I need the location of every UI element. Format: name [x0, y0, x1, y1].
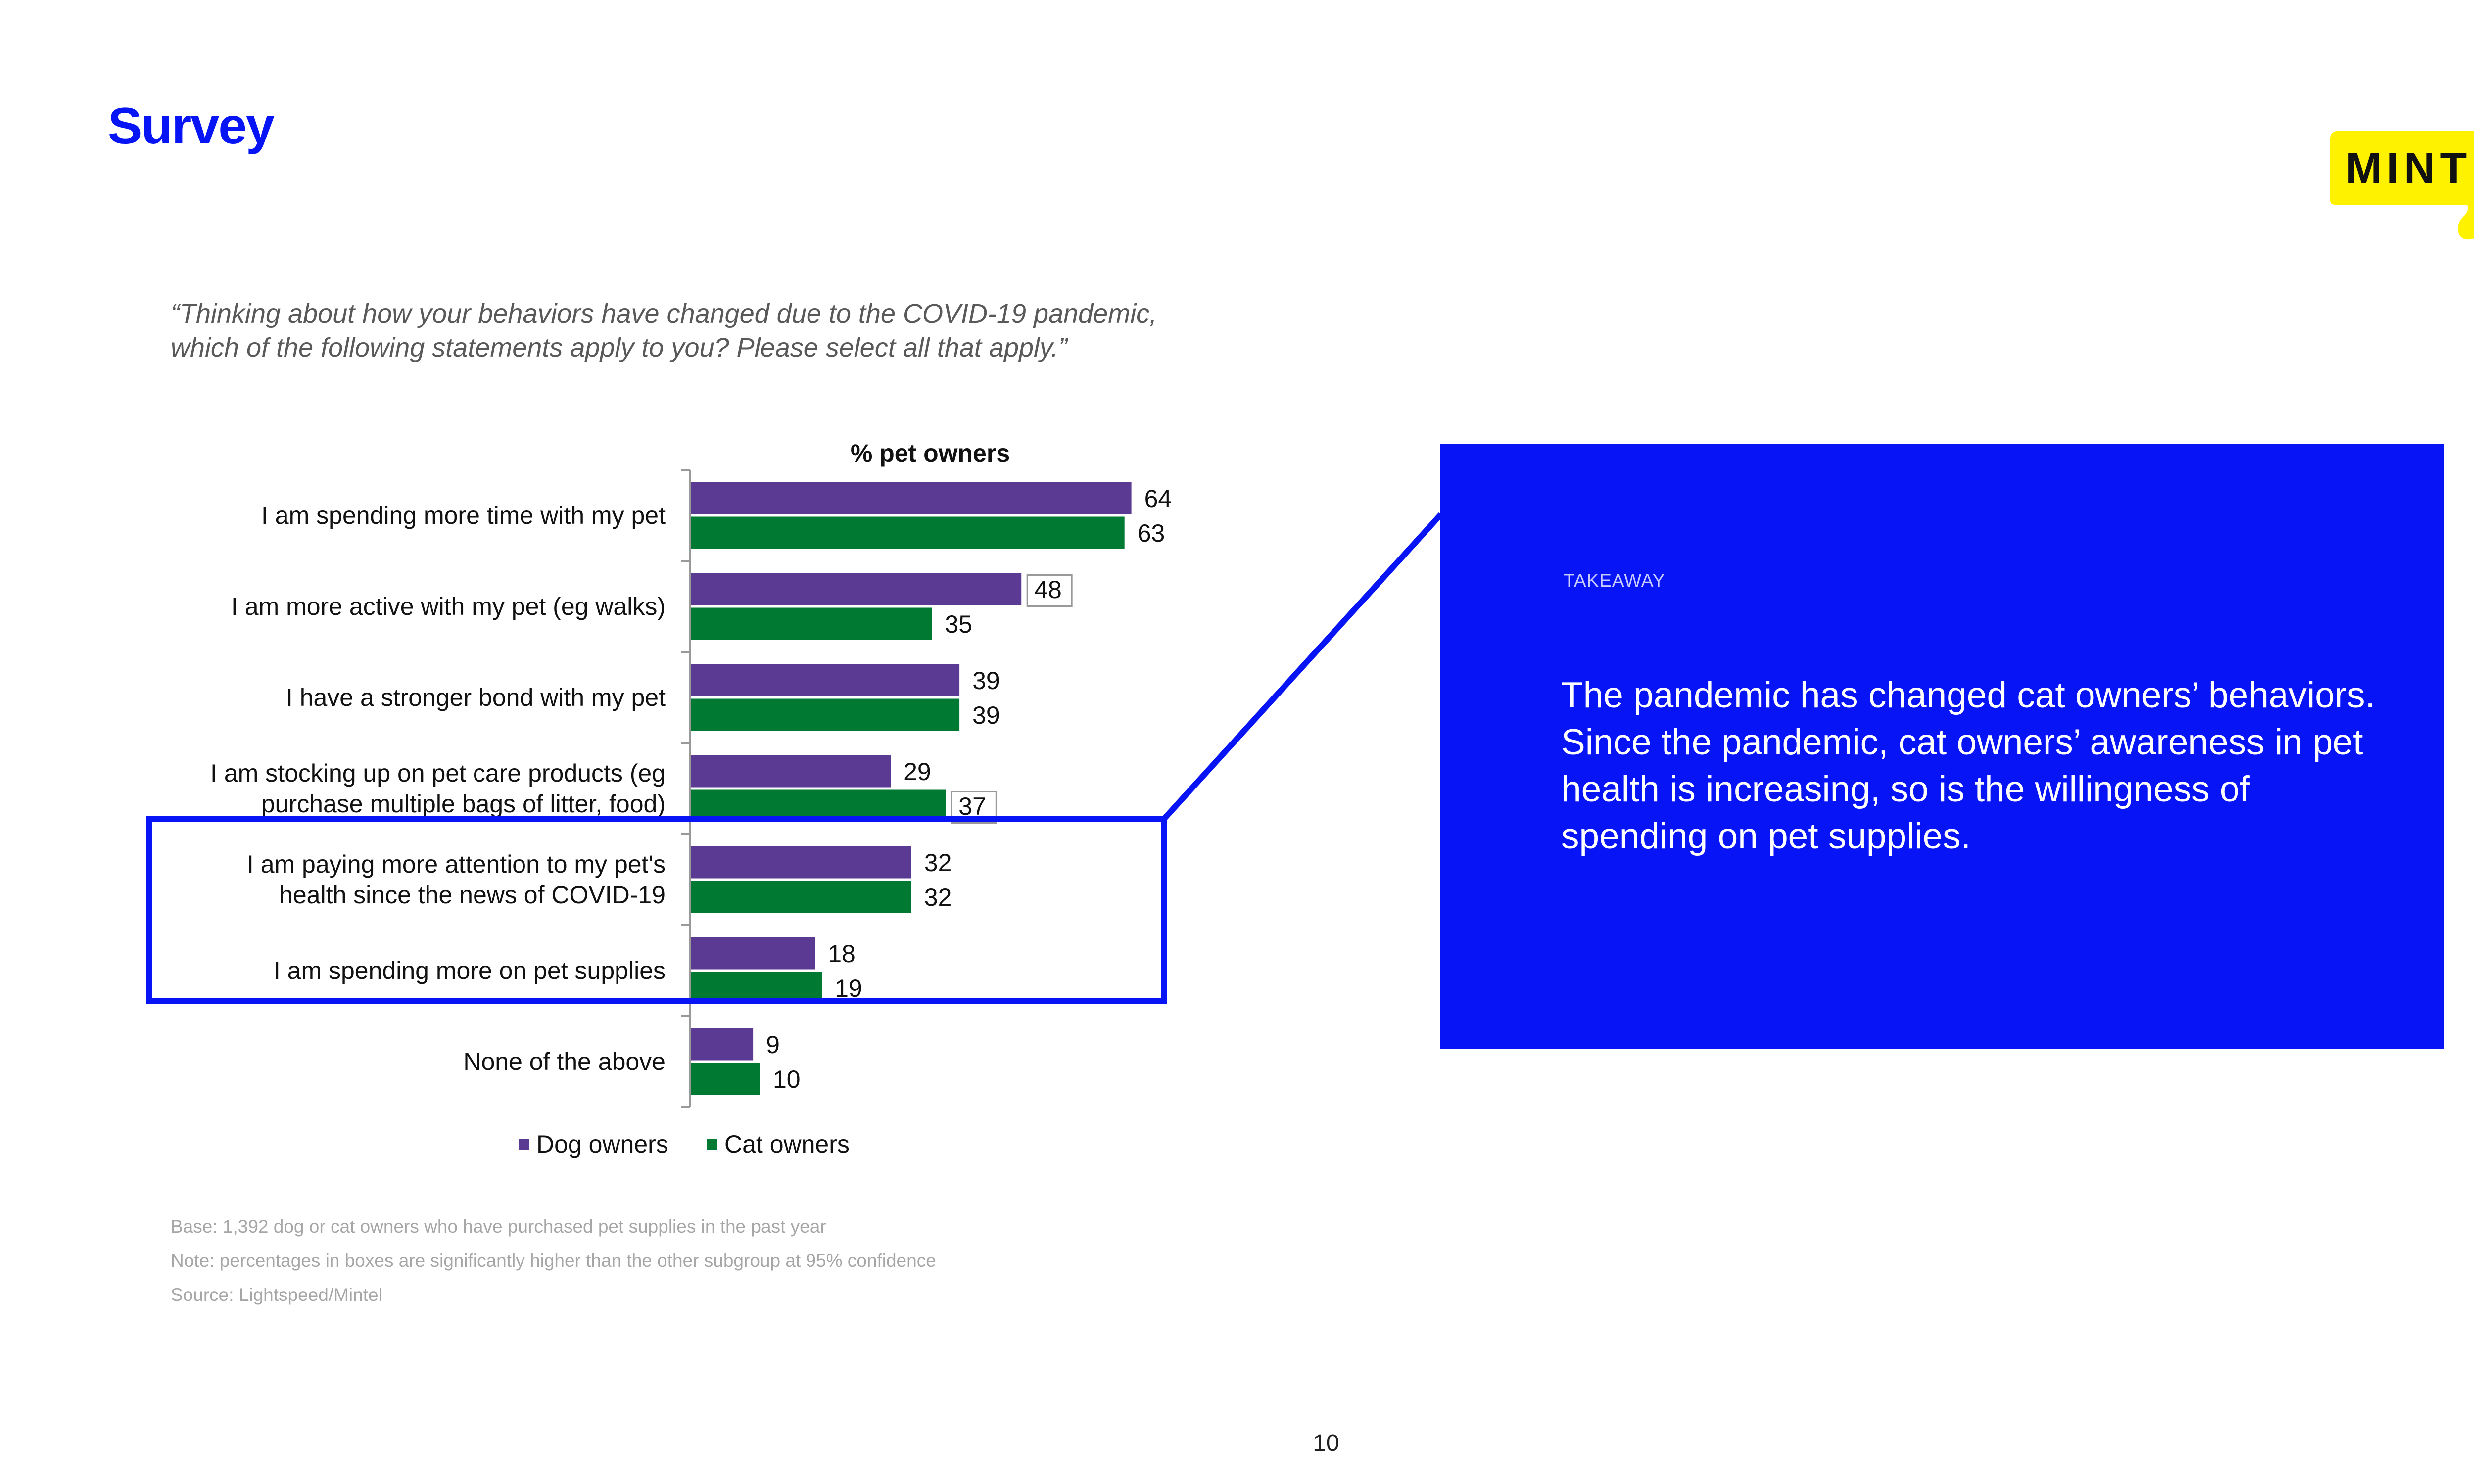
value-label: 32 — [924, 849, 952, 877]
significance-box — [1026, 574, 1073, 607]
bar — [691, 482, 1132, 514]
value-label: 39 — [972, 701, 1000, 729]
footnote-base: Base: 1,392 dog or cat owners who have p… — [171, 1216, 826, 1237]
legend-swatch — [519, 1139, 529, 1150]
footnote-source: Source: Lightspeed/Mintel — [171, 1285, 382, 1305]
takeaway-label: TAKEAWAY — [1564, 570, 1665, 591]
category-label: I am spending more on pet supplies — [274, 957, 666, 984]
logo-text: MINTEL — [2345, 143, 2474, 192]
bar — [691, 573, 1022, 605]
highlight-box — [146, 816, 1167, 1004]
value-label: 48 — [1034, 576, 1062, 603]
value-label: 37 — [958, 792, 986, 820]
category-label: I am spending more time with my pet — [261, 502, 666, 529]
bar — [691, 937, 815, 970]
logo-speech-bubble — [2330, 131, 2474, 240]
category-label: I am more active with my pet (eg walks) — [231, 593, 666, 620]
survey-question: “Thinking about how your behaviors have … — [171, 299, 1157, 363]
bar — [691, 881, 911, 913]
legend-label: Dog owners — [536, 1130, 668, 1158]
chart-legend: Dog owners Cat owners — [519, 1130, 850, 1158]
takeaway-text: The pandemic has changed cat owners’ beh… — [1561, 675, 2375, 856]
mintel-logo: MINTEL — [2330, 131, 2474, 240]
category-label: None of the above — [463, 1048, 666, 1075]
category-label: I am stocking up on pet care products (e… — [210, 759, 666, 818]
bar — [691, 1063, 760, 1095]
value-label: 19 — [835, 974, 862, 1002]
category-label: I have a stronger bond with my pet — [286, 684, 666, 711]
value-label: 64 — [1144, 485, 1172, 512]
legend-label: Cat owners — [724, 1130, 850, 1158]
chart-axis — [681, 469, 691, 1108]
footnotes: Base: 1,392 dog or cat owners who have p… — [171, 1209, 936, 1312]
slide-title: Survey — [108, 97, 275, 155]
chart-bars — [691, 482, 1132, 1095]
value-label: 10 — [773, 1066, 801, 1093]
value-label: 63 — [1138, 519, 1165, 547]
chart-title: % pet owners — [851, 439, 1010, 467]
bar — [691, 516, 1125, 549]
bar — [691, 755, 891, 788]
bar — [691, 1028, 754, 1061]
value-label: 18 — [828, 940, 856, 968]
value-label: 9 — [766, 1031, 780, 1059]
bar — [691, 698, 960, 731]
footnote-note: Note: percentages in boxes are significa… — [171, 1251, 936, 1271]
value-label: 29 — [904, 758, 931, 786]
highlight-callout — [146, 512, 1443, 1004]
category-label: I am paying more attention to my pet's he… — [247, 850, 666, 909]
category-labels: I am spending more time with my pet I am … — [210, 502, 666, 1075]
value-labels: 64 63 48 35 39 39 29 37 32 32 18 19 9 10 — [766, 485, 1172, 1093]
bar — [691, 664, 960, 696]
legend-swatch — [707, 1139, 717, 1150]
bar — [691, 846, 911, 879]
value-label: 39 — [972, 667, 1000, 695]
callout-connector — [1161, 512, 1443, 822]
value-label: 35 — [945, 610, 973, 638]
page-number: 10 — [1313, 1430, 1339, 1456]
bar — [691, 607, 932, 640]
takeaway-panel: TAKEAWAY The pandemic has changed cat ow… — [1440, 444, 2444, 1049]
value-label: 32 — [924, 883, 952, 911]
